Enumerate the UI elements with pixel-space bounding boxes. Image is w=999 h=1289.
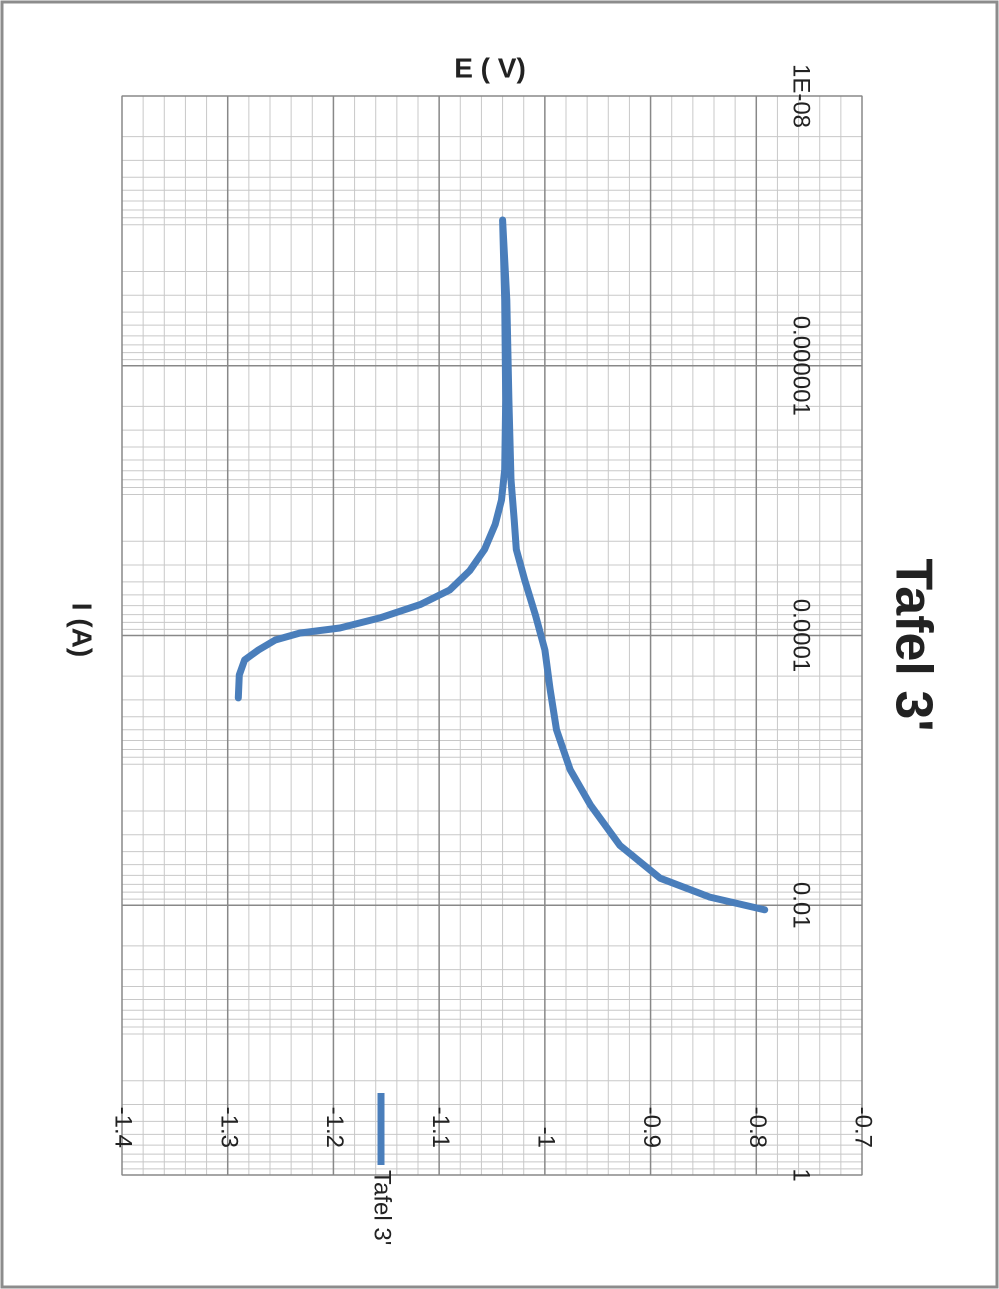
y-tick-label: -0.7 bbox=[850, 1107, 877, 1148]
x-tick-label: 1E-08 bbox=[788, 64, 815, 128]
x-axis-title: I (A) bbox=[67, 603, 98, 657]
data-line bbox=[234, 216, 769, 914]
y-tick-label: -0.9 bbox=[638, 1107, 665, 1148]
y-tick-label: -1.4 bbox=[110, 1107, 137, 1148]
y-axis-title: E ( V) bbox=[454, 52, 526, 83]
x-tick-label: 0.0001 bbox=[788, 599, 815, 672]
x-tick-label: 0.000001 bbox=[788, 316, 815, 416]
y-tick-label: -1.2 bbox=[321, 1107, 348, 1148]
y-tick-label: -1.1 bbox=[427, 1107, 454, 1148]
y-tick-label: -0.8 bbox=[744, 1107, 771, 1148]
y-tick-label: -1 bbox=[533, 1127, 560, 1148]
chart-title: Tafel 3' bbox=[884, 558, 942, 731]
rotated-chart: Tafel 3' I (A) E ( V) 1E-08 0.000001 0.000… bbox=[67, 52, 943, 1245]
x-tick-label: 1 bbox=[788, 1168, 815, 1181]
legend-label: Tafel 3' bbox=[369, 1170, 396, 1245]
y-tick-label: -1.3 bbox=[215, 1107, 242, 1148]
x-tick-label: 0.01 bbox=[788, 882, 815, 929]
